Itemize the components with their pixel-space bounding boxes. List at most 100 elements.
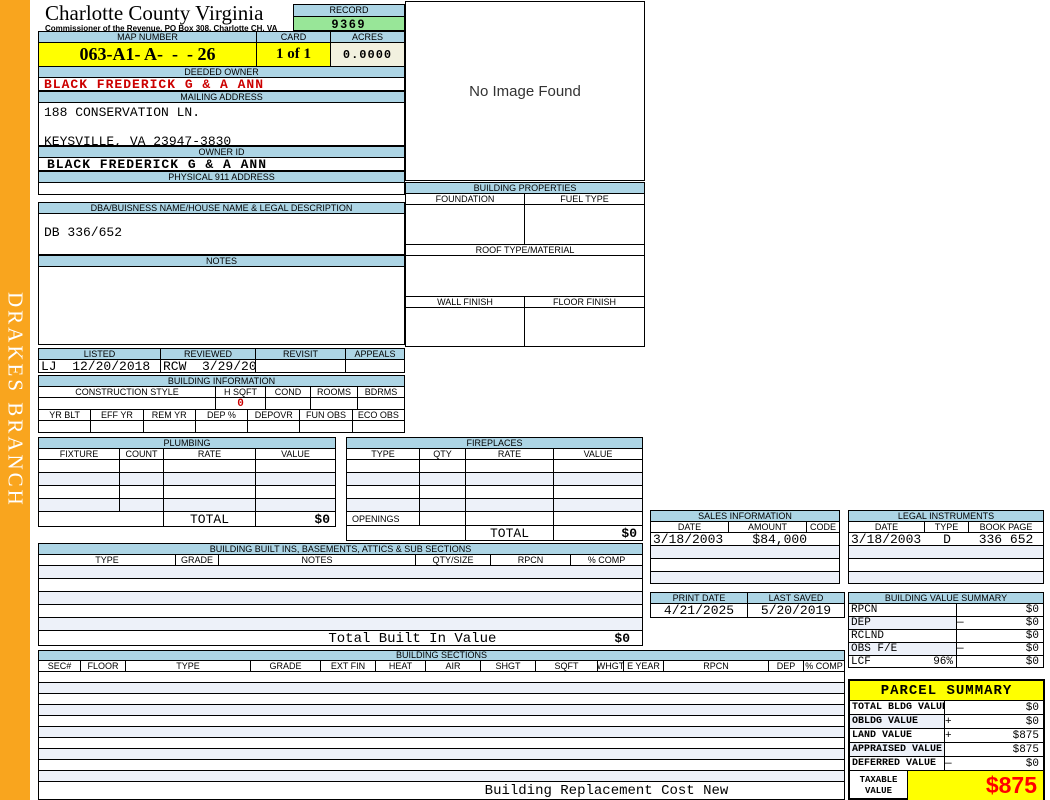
bs-shgt-label: SHGT [481, 661, 536, 671]
table-row [849, 559, 1043, 572]
print-date-label: PRINT DATE [651, 593, 748, 603]
physical-address-label: PHYSICAL 911 ADDRESS [39, 172, 404, 183]
dates-block: PRINT DATE LAST SAVED 4/21/2025 5/20/201… [650, 592, 845, 618]
listed-label: LISTED [39, 349, 161, 359]
sales-amount-label: AMOUNT [729, 522, 807, 532]
sale-date: 3/18/2003 [653, 531, 724, 547]
bi-type-label: TYPE [39, 555, 176, 565]
bvs-value: $0 [1025, 630, 1039, 642]
building-sections-block: BUILDING SECTIONS SEC# FLOOR TYPE GRADE … [38, 650, 845, 800]
owner-id-value: BLACK FREDERICK G & A ANN [47, 157, 268, 172]
physical-address-block: PHYSICAL 911 ADDRESS [38, 171, 405, 195]
bvs-value: $0 [1025, 604, 1039, 616]
record-label: RECORD [294, 5, 404, 17]
ps-label: OBLDG VALUE [850, 715, 945, 728]
building-information-values-row [39, 421, 404, 433]
ps-label: APPRAISED VALUE [850, 743, 945, 756]
bvs-op: — [957, 617, 964, 629]
bvs-value: $0 [1025, 617, 1039, 629]
map-number-value: 063-A1- A- - - 26 [39, 43, 257, 66]
deeded-owner-value: BLACK FREDERICK G & A ANN [44, 77, 265, 92]
ps-label: TOTAL BLDG VALUE [852, 701, 945, 714]
table-row [39, 473, 335, 486]
bs-sec-label: SEC# [39, 661, 81, 671]
value-label: VALUE [281, 449, 310, 459]
last-saved-label: LAST SAVED [748, 593, 844, 603]
physical-address-value [39, 183, 404, 195]
legal-type-label: TYPE [925, 522, 969, 532]
bs-floor-label: FLOOR [81, 661, 126, 671]
appeals-value [346, 360, 404, 373]
ps-op: + [945, 729, 952, 742]
count-label: COUNT [120, 449, 164, 459]
bvs-pct: 96% [933, 656, 953, 668]
notes-block: NOTES [38, 255, 405, 345]
legal-bookpage: 336 652 [978, 531, 1034, 547]
building-value-summary-title: BUILDING VALUE SUMMARY [849, 593, 1043, 604]
funobs-label: FUN OBS [300, 410, 353, 420]
ps-value: $0 [1025, 701, 1039, 714]
reviewed-value: RCW 3/29/2019 [163, 360, 256, 373]
building-information-block: BUILDING INFORMATION CONSTRUCTION STYLE … [38, 375, 405, 433]
district-sidebar: DRAKES BRANCH [0, 0, 30, 800]
parcel-summary-block: PARCEL SUMMARY TOTAL BLDG VALUE $0 OBLDG… [848, 679, 1045, 800]
table-row [39, 705, 844, 716]
acres-label: ACRES [331, 32, 404, 42]
bvs-label: RPCN [851, 604, 878, 616]
office-line: Commissioner of the Revenue, PO Box 308,… [45, 24, 278, 33]
fp-type-label: TYPE [347, 449, 420, 459]
table-row [39, 716, 844, 727]
taxable-value-label: TAXABLE VALUE [859, 774, 898, 796]
table-row [347, 499, 642, 512]
fp-value-label: VALUE [583, 449, 613, 459]
owner-id-block: OWNER ID BLACK FREDERICK G & A ANN [38, 146, 405, 172]
bvs-op: — [957, 643, 964, 655]
cond-value [266, 398, 311, 409]
mailing-line2: KEYSVILLE, VA 23947-3830 [44, 134, 232, 149]
building-sections-title: BUILDING SECTIONS [39, 651, 844, 661]
building-properties-block: BUILDING PROPERTIES FOUNDATION FUEL TYPE… [405, 182, 645, 347]
plumbing-total-value: $0 [314, 512, 330, 527]
dba-value: DB 336/652 [44, 225, 123, 240]
bvs-label: OBS F/E [851, 643, 898, 655]
last-saved-value: 5/20/2019 [760, 604, 832, 617]
built-ins-title: BUILDING BUILT INS, BASEMENTS, ATTICS & … [39, 544, 642, 555]
building-sections-footer: Building Replacement Cost New [484, 782, 729, 799]
bi-notes-label: NOTES [219, 555, 416, 565]
depovr-label: DEPOVR [248, 410, 301, 420]
bs-whgt-label: WHGT [596, 661, 625, 671]
cond-label: COND [266, 387, 311, 397]
table-row [651, 572, 839, 584]
construction-style-label: CONSTRUCTION STYLE [39, 387, 216, 397]
effyr-label: EFF YR [91, 410, 144, 420]
ps-value: $0 [1025, 715, 1039, 728]
sales-date-label: DATE [651, 522, 729, 532]
building-value-summary-block: BUILDING VALUE SUMMARY RPCN $0 DEP — $0 R… [848, 592, 1044, 668]
table-row [39, 460, 335, 473]
fireplaces-block: FIREPLACES TYPE QTY RATE VALUE OPENINGS … [346, 437, 643, 541]
rooms-label: ROOMS [311, 387, 358, 397]
openings-label: OPENINGS [347, 512, 420, 525]
floor-finish-label: FLOOR FINISH [552, 297, 616, 307]
ps-value: $0 [1025, 757, 1039, 770]
table-row [39, 605, 642, 618]
bvs-label: RCLND [851, 630, 885, 642]
table-row [39, 592, 642, 605]
table-row [347, 486, 642, 499]
legal-date: 3/18/2003 [851, 531, 922, 547]
mailing-address-block: MAILING ADDRESS 188 CONSERVATION LN. KEY… [38, 91, 405, 149]
table-row [39, 749, 844, 760]
remyr-label: REM YR [144, 410, 196, 420]
building-information-title: BUILDING INFORMATION [39, 376, 404, 387]
ps-label: LAND VALUE [850, 729, 945, 742]
bs-type-label: TYPE [126, 661, 251, 671]
yrblt-label: YR BLT [39, 410, 92, 420]
dba-block: DBA/BUISNESS NAME/HOUSE NAME & LEGAL DES… [38, 202, 405, 255]
revisit-label: REVISIT [256, 349, 346, 359]
table-row [39, 738, 844, 749]
bs-rpcn-label: RPCN [664, 661, 769, 671]
table-row [39, 727, 844, 738]
ps-op: + [945, 715, 952, 728]
ps-value: $875 [1012, 729, 1039, 742]
table-row [39, 566, 642, 579]
